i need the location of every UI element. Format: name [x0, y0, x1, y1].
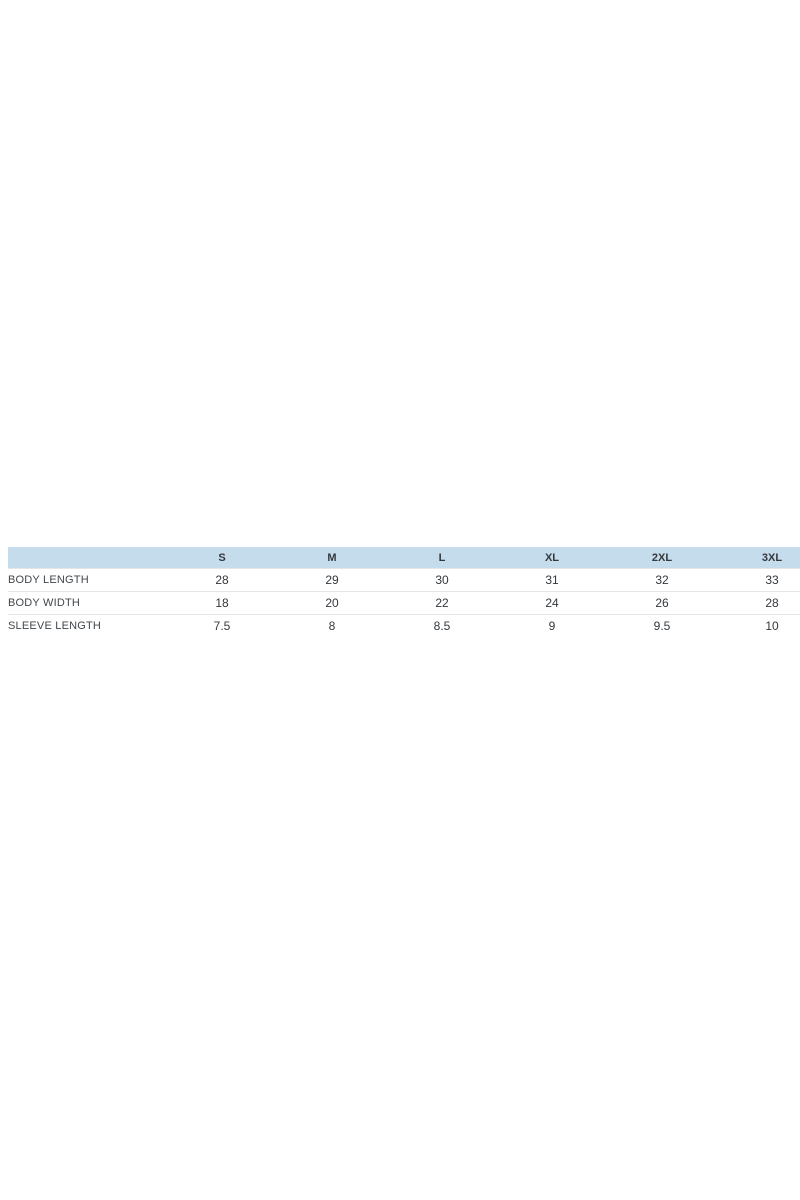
cell-body-width-3xl: 28 [765, 596, 779, 610]
cell-sleeve-length-s: 7.5 [213, 619, 231, 633]
cell-sleeve-length-m: 8 [328, 619, 336, 633]
cell-sleeve-length-xl: 9 [548, 619, 556, 633]
header-cell-size-2xl: 2XL [607, 547, 717, 569]
table-row-body-width: BODY WIDTH 18 20 22 24 26 28 [8, 591, 800, 615]
row-label-body-width: BODY WIDTH [8, 597, 81, 609]
header-cell-size-m: M [277, 547, 387, 569]
header-cell-empty [8, 547, 167, 569]
header-cell-size-xl: XL [497, 547, 607, 569]
size-chart-table: S M L XL 2XL 3XL BODY LENGTH 28 29 30 31… [8, 547, 800, 637]
cell-body-width-2xl: 26 [655, 596, 669, 610]
header-cell-size-s: S [167, 547, 277, 569]
cell-body-length-xl: 31 [545, 573, 559, 587]
header-cell-size-3xl: 3XL [717, 547, 800, 569]
table-row-sleeve-length: SLEEVE LENGTH 7.5 8 8.5 9 9.5 10 [8, 614, 800, 638]
cell-body-width-l: 22 [435, 596, 449, 610]
cell-sleeve-length-3xl: 10 [765, 619, 779, 633]
cell-body-length-l: 30 [435, 573, 449, 587]
table-row-body-length: BODY LENGTH 28 29 30 31 32 33 [8, 568, 800, 592]
header-cell-size-l: L [387, 547, 497, 569]
cell-body-length-m: 29 [325, 573, 339, 587]
cell-body-width-xl: 24 [545, 596, 559, 610]
cell-body-length-s: 28 [215, 573, 229, 587]
cell-body-length-2xl: 32 [655, 573, 669, 587]
row-label-body-length: BODY LENGTH [8, 574, 89, 586]
cell-body-width-m: 20 [325, 596, 339, 610]
cell-sleeve-length-l: 8.5 [433, 619, 451, 633]
cell-body-length-3xl: 33 [765, 573, 779, 587]
cell-body-width-s: 18 [215, 596, 229, 610]
cell-sleeve-length-2xl: 9.5 [653, 619, 671, 633]
size-chart-header-row: S M L XL 2XL 3XL [8, 547, 800, 569]
row-label-sleeve-length: SLEEVE LENGTH [8, 620, 102, 632]
size-chart-container: S M L XL 2XL 3XL BODY LENGTH 28 29 30 31… [8, 547, 800, 637]
